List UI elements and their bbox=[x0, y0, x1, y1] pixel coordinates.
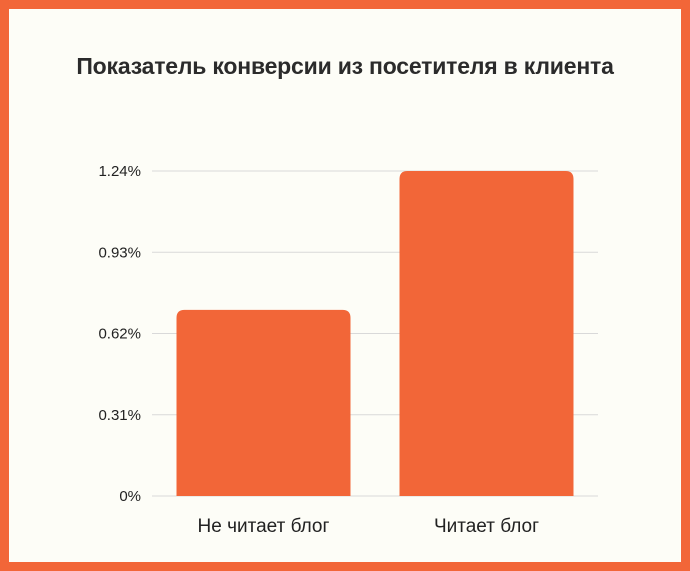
bar bbox=[176, 309, 351, 496]
bar bbox=[399, 171, 574, 496]
y-tick-label: 0.62% bbox=[98, 326, 141, 343]
x-axis-labels: Не читает блог Читает блог bbox=[198, 516, 540, 537]
y-axis-ticks: 0% 0.31% 0.62% 0.93% 1.24% bbox=[98, 163, 141, 505]
x-category-label: Не читает блог bbox=[198, 516, 330, 537]
bars bbox=[176, 171, 574, 496]
y-tick-label: 0% bbox=[119, 488, 141, 505]
y-tick-label: 0.31% bbox=[98, 407, 141, 424]
bar-chart: 0% 0.31% 0.62% 0.93% 1.24% Не читает блог Чит… bbox=[98, 163, 598, 537]
y-tick-label: 0.93% bbox=[98, 244, 141, 261]
chart-title: Показатель конверсии из посетителя в кли… bbox=[76, 53, 614, 79]
x-category-label: Читает блог bbox=[434, 516, 539, 537]
y-tick-label: 1.24% bbox=[98, 163, 141, 180]
